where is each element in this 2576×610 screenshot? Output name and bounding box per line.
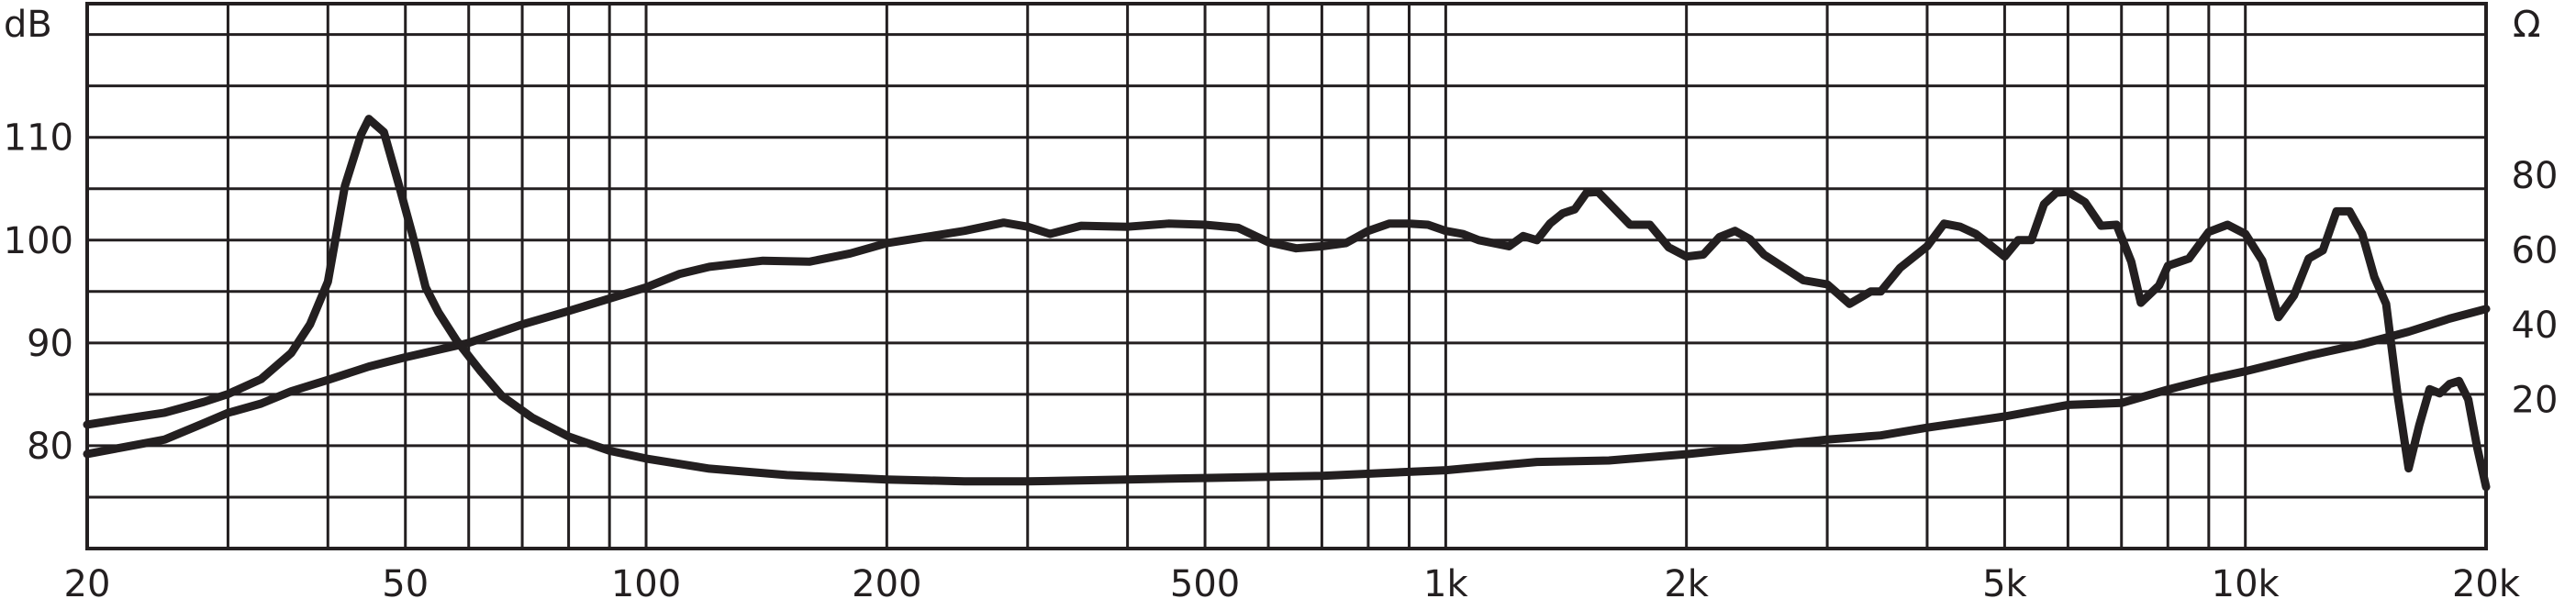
x-axis-tick-label: 1k	[1423, 563, 1468, 605]
spl-curve	[83, 187, 2491, 492]
grid	[85, 2, 2488, 550]
x-axis-tick-label: 5k	[1982, 563, 2027, 605]
series-layer	[83, 115, 2491, 492]
x-axis-tick-label: 20k	[2452, 563, 2521, 605]
x-axis-tick-label: 10k	[2212, 563, 2280, 605]
right-axis-tick-label: 80	[2512, 155, 2559, 197]
x-axis-tick-label: 100	[611, 563, 681, 605]
left-axis-tick-label: 110	[4, 117, 73, 160]
x-axis-tick-label: 200	[852, 563, 921, 605]
plot-frame	[85, 2, 2488, 550]
left-axis-tick-label: 90	[27, 323, 73, 365]
impedance-curve	[83, 115, 2491, 486]
x-axis-tick-label: 50	[382, 563, 429, 605]
left-axis-tick-label: 80	[27, 426, 73, 468]
right-axis-tick-label: 20	[2512, 379, 2559, 421]
right-axis-unit-label: Ω	[2513, 4, 2541, 46]
left-axis-tick-label: 100	[4, 220, 73, 262]
right-axis-tick-label: 60	[2512, 230, 2559, 272]
left-axis-ticks: 80 90 100 110	[4, 117, 73, 468]
x-axis-tick-label: 2k	[1664, 563, 1709, 605]
right-axis-tick-label: 40	[2512, 305, 2559, 347]
x-axis-tick-label: 20	[64, 563, 111, 605]
x-axis-ticks: 20 50 100 200 500 1k 2k 5k 10k 20k	[64, 563, 2521, 605]
left-axis-unit-label: dB	[4, 4, 52, 46]
right-axis-ticks: 20 40 60 80	[2512, 155, 2559, 421]
x-axis-tick-label: 500	[1170, 563, 1240, 605]
